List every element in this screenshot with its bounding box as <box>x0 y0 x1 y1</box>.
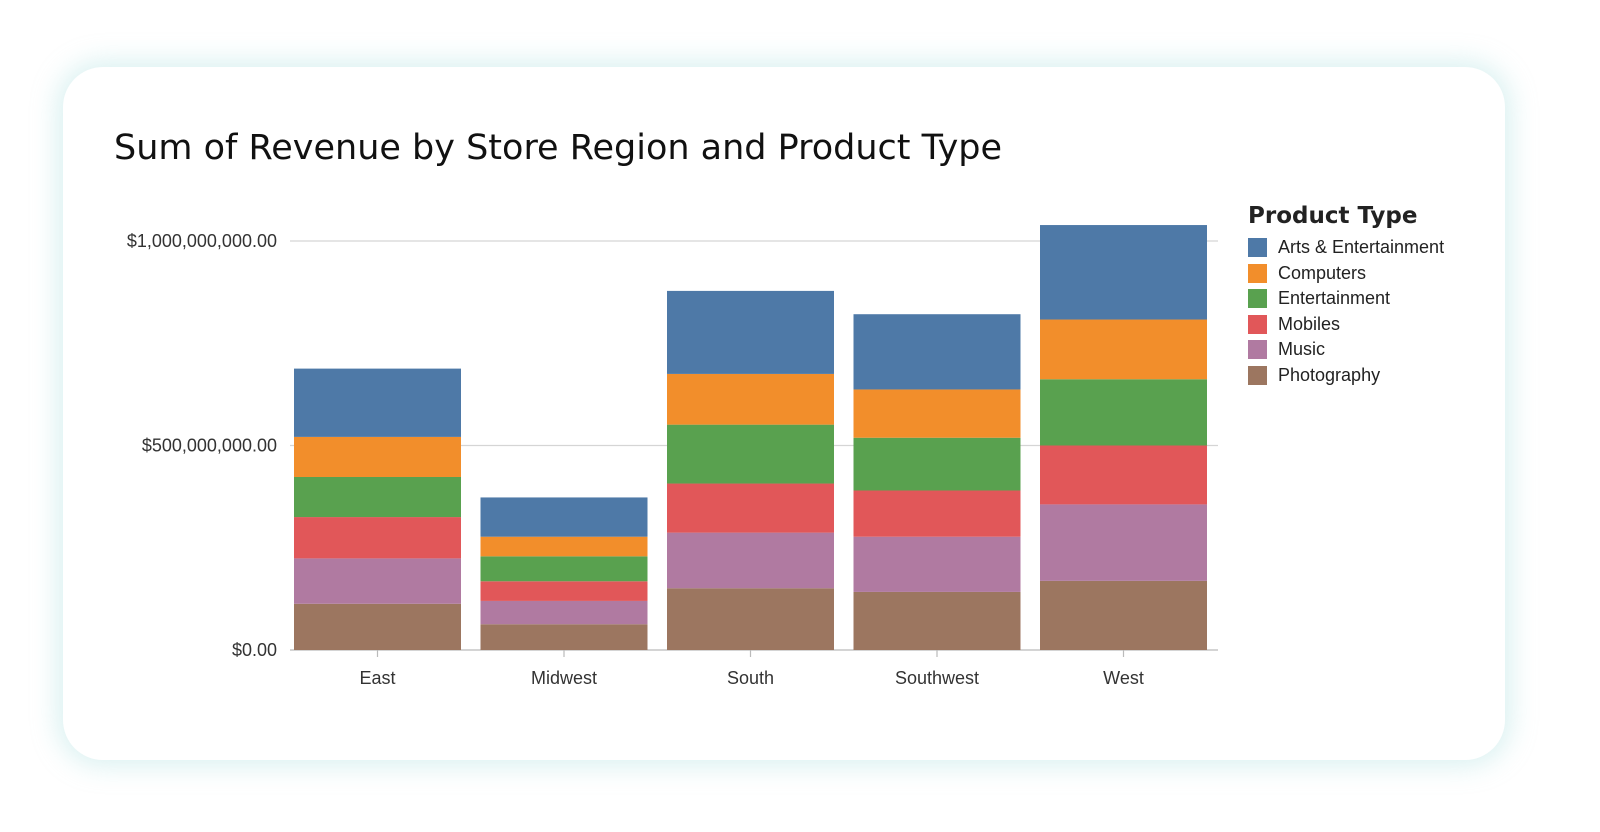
legend-title: Product Type <box>1248 203 1418 229</box>
bar-segment-southwest-photography[interactable] <box>853 591 1021 650</box>
legend-items: Arts & Entertainment Computers Entertainme… <box>1248 235 1444 388</box>
x-tick-label: West <box>1103 668 1144 688</box>
x-tick-label: East <box>359 668 395 688</box>
chart-title: Sum of Revenue by Store Region and Produ… <box>114 128 1003 168</box>
bar-segment-east-photography[interactable] <box>294 603 461 650</box>
bar-segment-west-mobiles[interactable] <box>1040 445 1207 505</box>
legend-label: Photography <box>1278 364 1381 385</box>
bar-segment-south-arts-entertainment[interactable] <box>667 290 834 374</box>
bar-segment-west-photography[interactable] <box>1040 580 1207 650</box>
y-tick-label: $1,000,000,000.00 <box>127 231 277 251</box>
bar-segment-west-entertainment[interactable] <box>1040 379 1207 446</box>
legend-swatch <box>1248 289 1267 309</box>
bar-segment-southwest-entertainment[interactable] <box>853 437 1021 491</box>
bar-segment-west-computers[interactable] <box>1040 319 1207 380</box>
legend-label: Arts & Entertainment <box>1278 237 1445 258</box>
legend-item[interactable]: Music <box>1248 337 1444 363</box>
bar-segment-southwest-computers[interactable] <box>853 389 1021 438</box>
y-axis: $0.00 $500,000,000.00 $1,000,000,000.00 <box>127 231 277 660</box>
legend-item[interactable]: Arts & Entertainment <box>1248 235 1444 261</box>
legend-swatch <box>1248 314 1267 334</box>
bar-segment-southwest-music[interactable] <box>853 536 1021 592</box>
legend: Product Type Arts & Entertainment Compute… <box>1248 203 1444 388</box>
x-tick-label: Southwest <box>895 668 979 688</box>
bar-segment-west-arts-entertainment[interactable] <box>1040 225 1207 320</box>
bar-segment-east-arts-entertainment[interactable] <box>294 368 461 437</box>
legend-label: Music <box>1278 339 1326 360</box>
bars <box>294 225 1207 650</box>
legend-item[interactable]: Computers <box>1248 261 1444 287</box>
bar-segment-west-music[interactable] <box>1040 504 1207 581</box>
x-axis: East Midwest South Southwest West <box>359 650 1144 688</box>
legend-label: Computers <box>1278 262 1367 283</box>
bar-segment-southwest-mobiles[interactable] <box>853 490 1021 537</box>
x-tick-label: South <box>727 668 774 688</box>
bar-segment-south-mobiles[interactable] <box>667 483 834 533</box>
bar-segment-midwest-photography[interactable] <box>480 624 648 650</box>
legend-swatch <box>1248 365 1267 385</box>
legend-label: Mobiles <box>1278 313 1341 334</box>
bar-segment-east-computers[interactable] <box>294 436 461 477</box>
bar-segment-south-photography[interactable] <box>667 588 834 650</box>
legend-swatch <box>1248 238 1267 258</box>
bar-segment-midwest-computers[interactable] <box>480 536 648 557</box>
bar-segment-midwest-entertainment[interactable] <box>480 556 648 582</box>
bar-segment-east-entertainment[interactable] <box>294 476 461 518</box>
bar-segment-midwest-mobiles[interactable] <box>480 581 648 601</box>
x-tick-label: Midwest <box>531 668 597 688</box>
legend-swatch <box>1248 340 1267 360</box>
bar-segment-east-music[interactable] <box>294 558 461 604</box>
legend-item[interactable]: Mobiles <box>1248 312 1444 338</box>
legend-swatch <box>1248 263 1267 283</box>
bar-segment-east-mobiles[interactable] <box>294 517 461 559</box>
bar-segment-midwest-arts-entertainment[interactable] <box>480 497 648 537</box>
bar-segment-south-entertainment[interactable] <box>667 424 834 484</box>
legend-item[interactable]: Entertainment <box>1248 286 1444 312</box>
bar-segment-midwest-music[interactable] <box>480 600 648 625</box>
bar-segment-south-computers[interactable] <box>667 373 834 425</box>
legend-label: Entertainment <box>1278 288 1391 309</box>
legend-item[interactable]: Photography <box>1248 363 1444 389</box>
bar-segment-southwest-arts-entertainment[interactable] <box>853 314 1021 390</box>
y-tick-label: $0.00 <box>232 640 277 660</box>
bar-segment-south-music[interactable] <box>667 532 834 589</box>
y-tick-label: $500,000,000.00 <box>142 436 277 456</box>
